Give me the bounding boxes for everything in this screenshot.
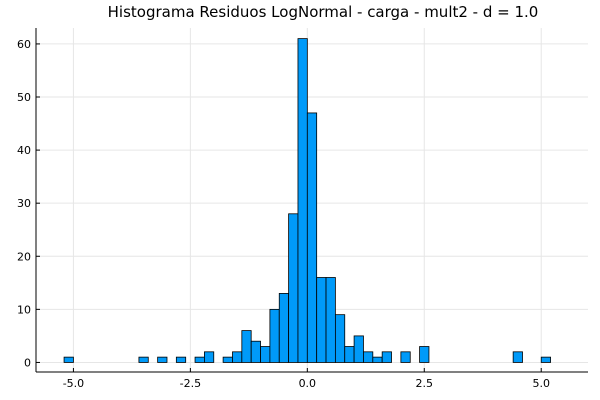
axes [35,28,588,373]
x-tick-label: 2.5 [416,377,434,390]
histogram-bar [512,351,523,363]
histogram-bar [306,112,318,363]
histogram-bar [260,346,271,363]
histogram-bar [288,213,299,363]
x-tick-labels: -5.0 -2.5 0.0 2.5 5.0 [63,377,550,390]
x-tick-label: -5.0 [63,377,84,390]
histogram-bar [194,356,205,363]
histogram-bar [363,351,374,363]
histogram-bar [241,330,252,363]
histogram-bar [353,335,364,363]
histogram-bar [381,351,392,363]
x-tick-label: 5.0 [532,377,550,390]
histogram-bar [297,38,308,363]
histogram-bar [204,351,215,363]
histogram-bar [325,277,336,363]
histogram-bar [269,308,280,363]
histogram-bar [334,314,346,363]
y-tick-label: 60 [17,38,31,51]
histogram-bar [372,356,383,363]
histogram-bar [157,356,168,363]
histogram-bar [250,340,261,363]
histogram-bar [419,346,430,363]
y-tick-label: 0 [24,356,31,369]
histogram-bar [175,356,187,363]
y-tick-label: 10 [17,303,31,316]
histogram-bar [278,293,290,363]
histogram-bar [63,356,74,363]
histogram-bar [138,356,149,363]
histogram-bar [344,346,355,363]
x-tick-label: 0.0 [299,377,317,390]
x-tick-label: -2.5 [180,377,201,390]
y-tick-label: 30 [17,197,31,210]
y-tick-labels: 0 10 20 30 40 50 60 [17,38,31,370]
histogram-bar [540,356,551,363]
histogram-bar [400,351,411,363]
bars [63,38,551,363]
histogram-bar [316,277,327,363]
y-tick-label: 20 [17,250,31,263]
y-tick-label: 50 [17,91,31,104]
chart-title: Histograma Residuos LogNormal - carga - … [108,3,539,21]
histogram-bar [222,356,233,363]
y-tick-label: 40 [17,144,31,157]
histogram-bar [232,351,243,363]
